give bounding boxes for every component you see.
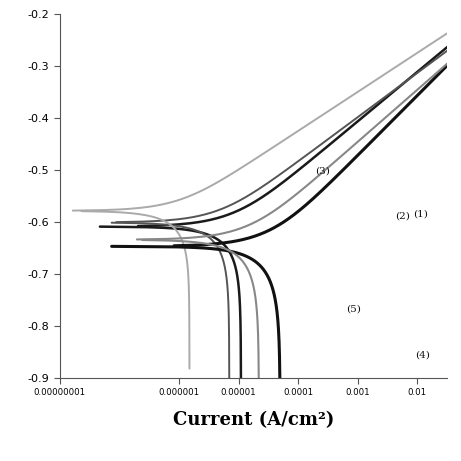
Text: (3): (3) <box>315 167 330 176</box>
Text: (2): (2) <box>395 211 409 220</box>
Text: (4): (4) <box>415 351 430 360</box>
X-axis label: Current (A/cm²): Current (A/cm²) <box>173 411 334 429</box>
Text: (5): (5) <box>346 304 361 313</box>
Text: (1): (1) <box>413 210 428 219</box>
